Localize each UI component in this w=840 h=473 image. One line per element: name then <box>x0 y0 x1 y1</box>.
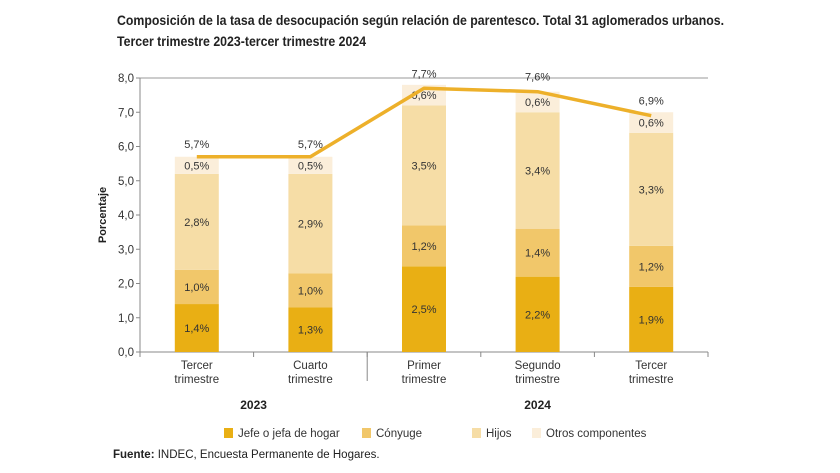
legend-label: Hijos <box>486 428 512 440</box>
bar-segment <box>402 105 446 226</box>
total-label: 7,7% <box>411 68 436 80</box>
data-label: 0,6% <box>525 97 550 109</box>
total-label: 6,9% <box>639 96 664 108</box>
legend-label: Jefe o jefa de hogar <box>238 428 340 440</box>
data-label: 3,3% <box>639 184 664 196</box>
x-tick-label: Segundo <box>515 360 561 372</box>
data-label: 1,9% <box>639 314 664 326</box>
data-label: 0,5% <box>184 160 209 172</box>
legend-label: Cónyuge <box>376 428 422 440</box>
bar-segment <box>402 266 446 352</box>
group-label: 2024 <box>524 398 551 412</box>
data-label: 1,4% <box>525 248 550 260</box>
y-tick-label: 3,0 <box>118 244 134 256</box>
legend-swatch <box>472 428 481 438</box>
data-label: 2,5% <box>411 304 436 316</box>
title-line-2: Tercer trimestre 2023-tercer trimestre 2… <box>117 33 367 49</box>
bar-segment <box>629 245 674 287</box>
x-tick-label: trimestre <box>629 374 674 386</box>
x-tick-label: Cuarto <box>293 360 328 372</box>
bar-segment <box>515 276 560 352</box>
bar-segment <box>288 156 333 174</box>
y-tick-label: 5,0 <box>118 176 134 188</box>
data-label: 0,6% <box>639 118 664 130</box>
legend-swatch <box>224 428 233 438</box>
total-label: 5,7% <box>184 139 209 151</box>
total-label: 7,6% <box>525 72 550 84</box>
x-tick-label: trimestre <box>288 374 333 386</box>
bar-segment <box>288 273 333 308</box>
x-tick-label: trimestre <box>174 374 219 386</box>
total-line <box>196 86 652 159</box>
total-label: 5,7% <box>298 139 323 151</box>
y-tick-label: 0,0 <box>118 347 134 359</box>
bar-segment <box>515 228 560 277</box>
x-tick-label: Primer <box>407 360 441 372</box>
legend-swatch <box>362 428 371 438</box>
data-label: 3,4% <box>525 165 550 177</box>
bar-segment <box>515 91 560 113</box>
bar-segment <box>402 225 446 267</box>
y-tick-label: 8,0 <box>118 73 134 85</box>
source-note: Fuente: INDEC, Encuesta Permanente de Ho… <box>113 449 380 461</box>
x-tick-label: trimestre <box>402 374 447 386</box>
bar-segment <box>174 269 219 305</box>
bar-segment <box>288 173 333 274</box>
y-tick-label: 4,0 <box>118 210 134 222</box>
data-label: 2,2% <box>525 309 550 321</box>
group-label: 2023 <box>240 398 267 412</box>
data-label: 3,5% <box>411 160 436 172</box>
y-tick-label: 7,0 <box>118 107 134 119</box>
x-tick-label: Tercer <box>635 360 667 372</box>
data-label: 1,2% <box>411 241 436 253</box>
y-tick-label: 6,0 <box>118 142 134 154</box>
data-label: 1,0% <box>184 282 209 294</box>
data-label: 1,0% <box>298 285 323 297</box>
legend-swatch <box>532 428 541 438</box>
x-tick-label: trimestre <box>515 374 560 386</box>
bar-segment <box>629 286 674 352</box>
bar-segment <box>174 156 219 174</box>
y-tick-label: 2,0 <box>118 279 134 291</box>
chart-title: Composición de la tasa de desocupación s… <box>117 10 724 52</box>
bar-segment <box>174 173 219 270</box>
data-label: 1,4% <box>184 323 209 335</box>
title-line-1: Composición de la tasa de desocupación s… <box>117 12 725 28</box>
x-tick-label: Tercer <box>181 360 213 372</box>
bar-segment <box>288 307 333 352</box>
y-tick-label: 1,0 <box>118 313 134 325</box>
data-label: 2,9% <box>298 219 323 231</box>
data-label: 2,8% <box>184 217 209 229</box>
y-axis-label: Porcentaje <box>97 187 109 243</box>
bar-segment <box>629 132 674 246</box>
source-text: INDEC, Encuesta Permanente de Hogares. <box>157 449 380 461</box>
data-label: 1,3% <box>298 325 323 337</box>
bar-segment <box>629 112 674 133</box>
data-label: 0,5% <box>298 160 323 172</box>
bar-segment <box>174 304 219 352</box>
bar-segment <box>515 112 560 229</box>
source-label: Fuente: <box>113 449 155 461</box>
data-label: 1,2% <box>639 261 664 273</box>
legend-label: Otros componentes <box>546 428 647 440</box>
